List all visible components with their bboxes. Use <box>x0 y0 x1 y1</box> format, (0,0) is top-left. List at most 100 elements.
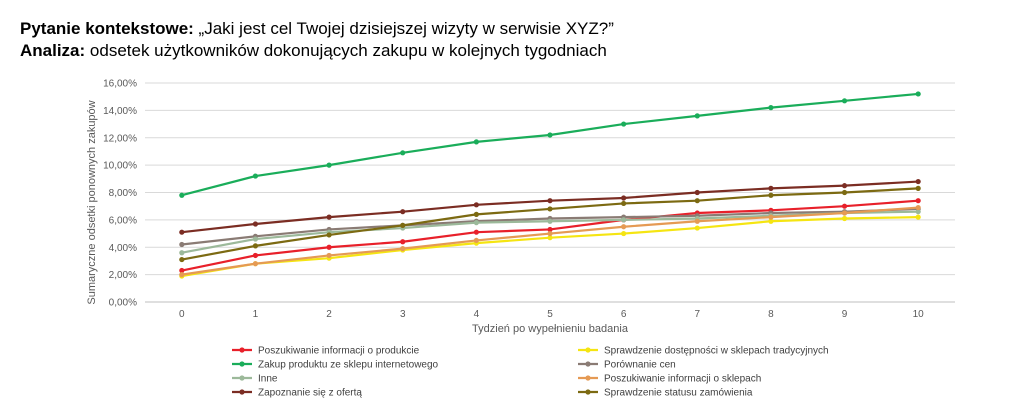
legend-marker <box>239 375 245 381</box>
legend-label: Porównanie cen <box>604 360 676 371</box>
data-point <box>326 232 332 238</box>
y-axis-title: Sumaryczne odsetki ponownych zakupów <box>86 100 98 304</box>
legend-item: Poszukiwanie informacji o produkcie <box>232 346 420 357</box>
data-point <box>252 243 259 249</box>
legend-label: Zapoznanie się z ofertą <box>258 388 362 399</box>
data-point <box>621 200 627 207</box>
data-point <box>768 185 774 191</box>
legend-marker <box>239 389 245 395</box>
data-point <box>621 230 627 237</box>
series-group <box>179 204 921 278</box>
data-point <box>547 235 553 241</box>
data-point <box>547 206 553 212</box>
series-lines <box>179 91 921 279</box>
data-point <box>841 215 848 222</box>
data-point <box>252 221 259 227</box>
data-point <box>179 229 185 235</box>
x-tick-label: 2 <box>326 309 332 320</box>
data-point <box>915 209 921 215</box>
axis-ticks: 0,00% 2,00% 4,00% 6,00% 8,00% 10,00% 12,00% 14,… <box>103 79 924 321</box>
data-point <box>841 203 848 209</box>
data-point <box>768 214 774 220</box>
data-point <box>621 217 627 223</box>
legend-marker <box>585 375 591 381</box>
data-point <box>473 211 479 217</box>
legend-item: Zapoznanie się z ofertą <box>232 388 362 399</box>
data-point <box>252 261 259 267</box>
series-group <box>179 214 921 279</box>
y-tick-label: 2,00% <box>109 270 137 281</box>
data-point <box>179 256 185 263</box>
legend-marker <box>239 347 245 353</box>
data-point <box>179 267 185 274</box>
data-point <box>915 185 921 191</box>
legend-marker <box>585 361 591 367</box>
data-point <box>326 214 332 220</box>
x-tick-label: 0 <box>179 309 185 320</box>
data-point <box>547 226 553 233</box>
legend-label: Zakup produktu ze sklepu internetowego <box>258 360 439 371</box>
data-point <box>841 189 848 196</box>
data-point <box>179 241 185 248</box>
data-point <box>326 252 332 259</box>
x-tick-label: 7 <box>694 309 700 320</box>
series-group <box>179 185 921 263</box>
x-tick-label: 5 <box>547 309 553 320</box>
data-point <box>547 132 553 138</box>
x-tick-label: 10 <box>913 309 925 320</box>
data-point <box>841 183 848 189</box>
data-point <box>694 113 700 119</box>
data-point <box>473 139 479 145</box>
legend: Poszukiwanie informacji o produkcie Spraw… <box>232 346 829 399</box>
data-point <box>400 239 406 245</box>
data-point <box>841 210 848 216</box>
data-point <box>473 202 479 208</box>
data-point <box>473 229 479 235</box>
series-group <box>179 91 921 198</box>
legend-label: Poszukiwanie informacji o sklepach <box>604 374 761 385</box>
legend-label: Inne <box>258 374 278 385</box>
data-point <box>400 222 406 228</box>
y-tick-label: 6,00% <box>109 215 137 226</box>
x-tick-label: 4 <box>474 309 480 320</box>
y-tick-label: 4,00% <box>109 243 137 254</box>
data-point <box>473 220 479 226</box>
data-point <box>915 178 921 185</box>
x-tick-label: 9 <box>842 309 848 320</box>
heading-line-1: Pytanie kontekstowe: „Jaki jest cel Twoj… <box>20 18 614 40</box>
data-point <box>547 218 553 224</box>
y-tick-label: 8,00% <box>109 188 137 199</box>
data-point <box>768 218 774 224</box>
data-point <box>768 105 774 111</box>
data-point <box>547 230 553 237</box>
data-point <box>179 250 185 256</box>
data-point <box>621 195 627 201</box>
y-tick-label: 12,00% <box>103 133 137 144</box>
legend-item: Zakup produktu ze sklepu internetowego <box>232 360 439 371</box>
heading-line-2: Analiza: odsetek użytkowników dokonujący… <box>20 40 614 62</box>
data-point <box>252 236 259 242</box>
data-point <box>915 214 921 220</box>
data-point <box>179 272 185 278</box>
y-tick-label: 16,00% <box>103 79 137 90</box>
data-point <box>694 225 700 231</box>
legend-label: Sprawdzenie statusu zamówienia <box>604 388 753 399</box>
x-tick-label: 3 <box>400 309 406 320</box>
data-point <box>694 198 700 204</box>
x-tick-label: 1 <box>253 309 259 320</box>
data-point <box>621 121 627 127</box>
data-point <box>621 224 627 230</box>
y-tick-label: 0,00% <box>109 298 137 309</box>
x-tick-label: 8 <box>768 309 774 320</box>
data-point <box>768 192 774 198</box>
data-point <box>915 91 921 97</box>
legend-item: Sprawdzenie dostępności w sklepach trady… <box>578 346 829 357</box>
heading-line-2-text: odsetek użytkowników dokonujących zakupu… <box>85 41 607 60</box>
data-point <box>915 204 921 211</box>
legend-marker <box>585 347 591 353</box>
data-point <box>694 218 700 224</box>
legend-label: Sprawdzenie dostępności w sklepach trady… <box>604 346 829 357</box>
heading-line-2-label: Analiza: <box>20 41 86 60</box>
y-tick-label: 14,00% <box>103 106 137 117</box>
